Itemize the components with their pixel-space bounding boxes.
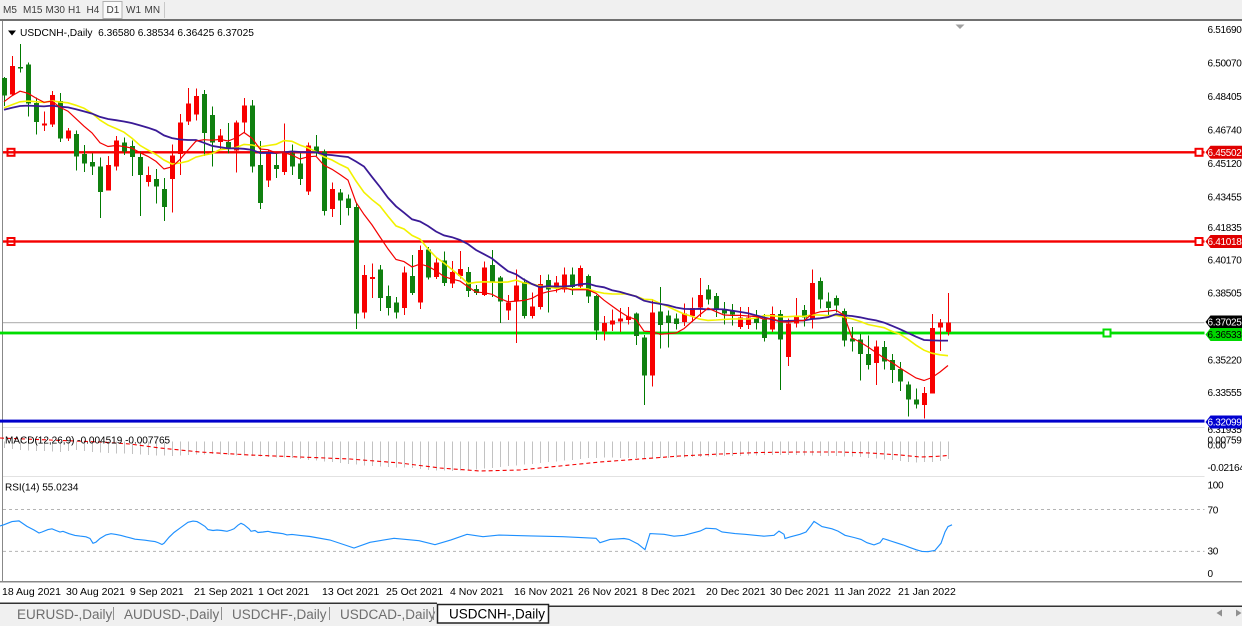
- svg-text:0: 0: [1208, 569, 1214, 580]
- svg-text:30 Dec 2021: 30 Dec 2021: [770, 586, 830, 598]
- svg-text:USDCHF-,Daily: USDCHF-,Daily: [232, 607, 327, 622]
- svg-text:6.37025: 6.37025: [1208, 318, 1242, 329]
- svg-text:6.46740: 6.46740: [1208, 126, 1242, 137]
- svg-text:-0.02164: -0.02164: [1208, 463, 1242, 474]
- svg-text:6.38505: 6.38505: [1208, 289, 1242, 300]
- svg-text:6.45120: 6.45120: [1208, 159, 1242, 170]
- svg-text:6.40170: 6.40170: [1208, 256, 1242, 267]
- svg-text:6.35220: 6.35220: [1208, 355, 1242, 366]
- svg-text:9 Sep 2021: 9 Sep 2021: [130, 586, 184, 598]
- svg-text:6.33555: 6.33555: [1208, 388, 1242, 399]
- svg-text:M15: M15: [23, 5, 43, 16]
- svg-text:25 Oct 2021: 25 Oct 2021: [386, 586, 443, 598]
- svg-text:100: 100: [1208, 481, 1225, 492]
- svg-text:H1: H1: [68, 5, 81, 16]
- svg-text:20 Dec 2021: 20 Dec 2021: [706, 586, 766, 598]
- svg-text:16 Nov 2021: 16 Nov 2021: [514, 586, 574, 598]
- svg-text:6.31935: 6.31935: [1208, 425, 1242, 436]
- svg-text:26 Nov 2021: 26 Nov 2021: [578, 586, 638, 598]
- svg-text:H4: H4: [87, 5, 100, 16]
- svg-text:13 Oct 2021: 13 Oct 2021: [322, 586, 379, 598]
- svg-text:21 Sep 2021: 21 Sep 2021: [194, 586, 254, 598]
- svg-text:M5: M5: [3, 5, 17, 16]
- svg-text:USDCNH-,Daily: USDCNH-,Daily: [449, 607, 545, 622]
- svg-text:8 Dec 2021: 8 Dec 2021: [642, 586, 696, 598]
- svg-text:6.41835: 6.41835: [1208, 223, 1242, 234]
- svg-text:MACD(12,26,9) -0.004519 -0.007: MACD(12,26,9) -0.004519 -0.007765: [5, 436, 171, 447]
- svg-text:30 Aug 2021: 30 Aug 2021: [66, 586, 125, 598]
- svg-text:RSI(14) 55.0234: RSI(14) 55.0234: [5, 483, 79, 494]
- svg-text:D1: D1: [107, 5, 120, 16]
- svg-text:6.51690: 6.51690: [1208, 25, 1242, 36]
- svg-text:EURUSD-,Daily: EURUSD-,Daily: [17, 607, 113, 622]
- svg-text:1 Oct 2021: 1 Oct 2021: [258, 586, 310, 598]
- svg-text:30: 30: [1208, 547, 1219, 558]
- svg-text:6.45502: 6.45502: [1208, 148, 1242, 159]
- svg-text:4 Nov 2021: 4 Nov 2021: [450, 586, 504, 598]
- svg-text:70: 70: [1208, 506, 1219, 517]
- svg-text:6.43455: 6.43455: [1208, 193, 1242, 204]
- svg-text:M30: M30: [46, 5, 66, 16]
- svg-text:11 Jan 2022: 11 Jan 2022: [834, 586, 891, 598]
- svg-text:21 Jan 2022: 21 Jan 2022: [898, 586, 956, 598]
- svg-text:USDCNH-,Daily 6.36580 6.38534: USDCNH-,Daily 6.36580 6.38534 6.36425 6.…: [20, 28, 254, 39]
- svg-text:6.48405: 6.48405: [1208, 92, 1242, 103]
- svg-text:18 Aug 2021: 18 Aug 2021: [2, 586, 61, 598]
- svg-text:W1: W1: [126, 5, 141, 16]
- svg-text:AUDUSD-,Daily: AUDUSD-,Daily: [124, 607, 220, 622]
- svg-text:0.007596: 0.007596: [1208, 436, 1242, 447]
- svg-text:6.36533: 6.36533: [1208, 330, 1242, 341]
- svg-text:6.50070: 6.50070: [1208, 59, 1242, 70]
- svg-text:0.00: 0.00: [1208, 440, 1227, 451]
- svg-text:6.41018: 6.41018: [1208, 237, 1242, 248]
- svg-text:USDCAD-,Daily: USDCAD-,Daily: [340, 607, 436, 622]
- svg-text:MN: MN: [145, 5, 161, 16]
- svg-text:6.32099: 6.32099: [1208, 418, 1242, 429]
